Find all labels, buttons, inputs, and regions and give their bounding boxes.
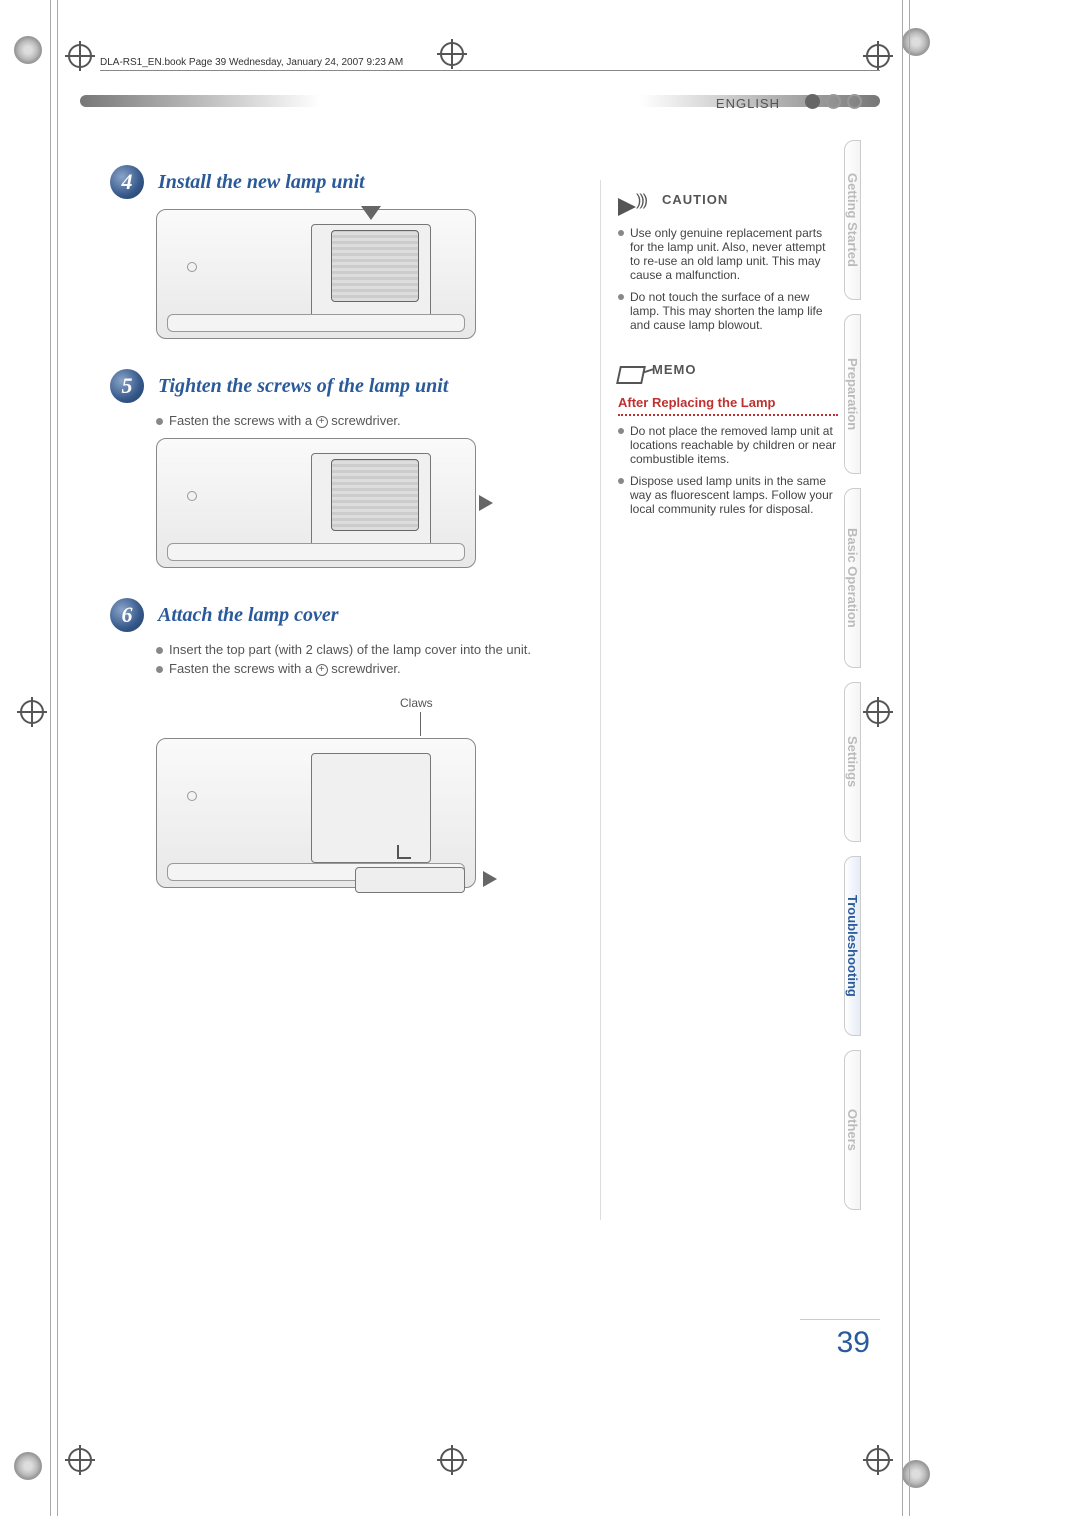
text-fragment: Fasten the screws with a <box>169 413 316 428</box>
bullet-icon <box>618 294 624 300</box>
claws-label: Claws <box>400 696 600 710</box>
leader-line <box>420 712 421 736</box>
tab-getting-started[interactable]: Getting Started <box>844 140 861 300</box>
header-rule <box>100 70 880 71</box>
memo-text: Dispose used lamp units in the same way … <box>630 474 838 516</box>
step-5: 5 Tighten the screws of the lamp unit Fa… <box>110 369 600 568</box>
memo-item: Dispose used lamp units in the same way … <box>618 474 838 516</box>
memo-text: Do not place the removed lamp unit at lo… <box>630 424 838 466</box>
step-title: Tighten the screws of the lamp unit <box>158 375 448 398</box>
main-column: 4 Install the new lamp unit 5 Tighten th… <box>110 165 600 918</box>
bullet-icon <box>156 418 163 425</box>
text-fragment: Insert the top part (with 2 claws) of th… <box>169 642 531 657</box>
text-fragment: screwdriver. <box>331 661 400 676</box>
print-mark <box>14 1452 42 1480</box>
caution-text: Do not touch the surface of a new lamp. … <box>630 290 838 332</box>
tab-preparation[interactable]: Preparation <box>844 314 861 474</box>
crosshair-icon <box>866 44 890 68</box>
memo-heading: MEMO <box>618 362 838 387</box>
bullet-icon <box>618 478 624 484</box>
caution-item: Do not touch the surface of a new lamp. … <box>618 290 838 332</box>
phillips-icon: + <box>316 416 328 428</box>
bullet-icon <box>618 428 624 434</box>
page-rule-right <box>902 0 910 1516</box>
crosshair-icon <box>20 700 44 724</box>
memo-item: Do not place the removed lamp unit at lo… <box>618 424 838 466</box>
illustration-tighten-screws <box>156 438 600 568</box>
step-body-line: Fasten the screws with a + screwdriver. <box>156 661 600 676</box>
sidebar-column: CAUTION Use only genuine replacement par… <box>618 190 838 524</box>
step-body-line: Fasten the screws with a + screwdriver. <box>156 413 600 428</box>
page-number: 39 <box>837 1326 870 1360</box>
caution-label: CAUTION <box>662 192 728 207</box>
tab-troubleshooting[interactable]: Troubleshooting <box>844 856 861 1036</box>
dot-empty-icon <box>847 94 862 109</box>
text-fragment: screwdriver. <box>331 413 400 428</box>
step-number-badge: 6 <box>110 598 144 632</box>
text-fragment: Fasten the screws with a <box>169 661 316 676</box>
print-mark <box>14 36 42 64</box>
step-body-line: Insert the top part (with 2 claws) of th… <box>156 642 600 657</box>
crosshair-icon <box>440 1448 464 1472</box>
illustration-attach-cover <box>156 738 600 888</box>
tab-others[interactable]: Others <box>844 1050 861 1210</box>
crosshair-icon <box>68 1448 92 1472</box>
caution-heading: CAUTION <box>618 190 838 218</box>
step-number-badge: 4 <box>110 165 144 199</box>
crosshair-icon <box>866 1448 890 1472</box>
notepad-icon <box>616 366 646 384</box>
page-number-rule <box>800 1319 880 1320</box>
step-title: Install the new lamp unit <box>158 171 365 194</box>
bullet-icon <box>618 230 624 236</box>
dot-filled-icon <box>805 94 820 109</box>
step-number-badge: 5 <box>110 369 144 403</box>
memo-label: MEMO <box>652 362 696 377</box>
step-title: Attach the lamp cover <box>158 604 339 627</box>
step-6: 6 Attach the lamp cover Insert the top p… <box>110 598 600 888</box>
header-book-line: DLA-RS1_EN.book Page 39 Wednesday, Janua… <box>100 57 403 68</box>
language-dots <box>805 94 862 109</box>
section-tabs: Getting Started Preparation Basic Operat… <box>844 140 890 1224</box>
caution-item: Use only genuine replacement parts for t… <box>618 226 838 282</box>
crosshair-icon <box>68 44 92 68</box>
megaphone-icon <box>618 190 654 218</box>
column-divider <box>600 180 601 1220</box>
caution-text: Use only genuine replacement parts for t… <box>630 226 838 282</box>
step-4: 4 Install the new lamp unit <box>110 165 600 339</box>
tab-basic-operation[interactable]: Basic Operation <box>844 488 861 668</box>
bullet-icon <box>156 647 163 654</box>
illustration-install-lamp <box>156 209 600 339</box>
page-rule-left <box>50 0 58 1516</box>
crosshair-icon <box>440 42 464 66</box>
phillips-icon: + <box>316 664 328 676</box>
bullet-icon <box>156 666 163 673</box>
dot-empty-icon <box>826 94 841 109</box>
language-label: ENGLISH <box>716 96 780 111</box>
tab-settings[interactable]: Settings <box>844 682 861 842</box>
memo-subtitle: After Replacing the Lamp <box>618 395 838 410</box>
dotted-rule <box>618 414 838 416</box>
